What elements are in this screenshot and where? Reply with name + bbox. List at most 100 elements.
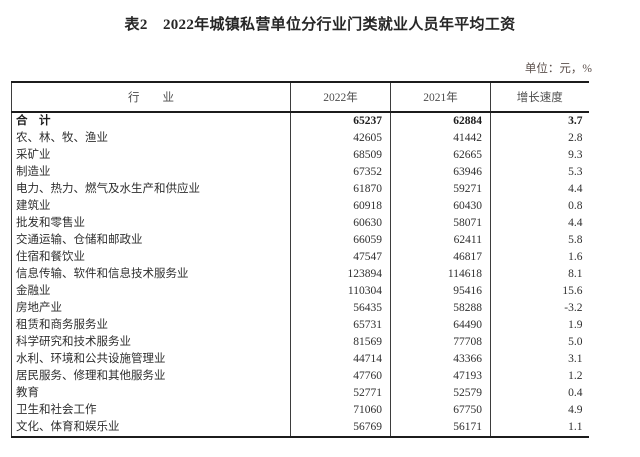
growth-cell: 1.9 xyxy=(568,319,583,331)
value-2021-cell: 67750 xyxy=(390,402,491,419)
unit-note: 单位：元，% xyxy=(524,63,592,75)
table-row: 卫生和社会工作 71060 67750 4.9 xyxy=(11,402,589,419)
table-row: 住宿和餐饮业 47547 46817 1.6 xyxy=(11,249,589,266)
value-2022-cell: 42605 xyxy=(290,130,391,147)
value-2022-cell: 110304 xyxy=(290,283,391,300)
industry-cell: 采矿业 xyxy=(11,147,291,164)
table-row: 金融业 110304 95416 15.6 xyxy=(11,283,589,300)
value-2021-cell: 62884 xyxy=(390,112,491,130)
table-row: 教育 52771 52579 0.4 xyxy=(11,385,589,402)
value-2022-cell: 52771 xyxy=(290,385,391,402)
col-header-2022: 2022年 xyxy=(290,81,391,113)
value-2022-cell: 61870 xyxy=(290,181,391,198)
growth-cell: 15.6 xyxy=(562,285,583,297)
value-2022-cell: 60630 xyxy=(290,215,391,232)
industry-cell: 制造业 xyxy=(11,164,291,181)
value-2021-cell: 58071 xyxy=(390,215,491,232)
table-row: 居民服务、修理和其他服务业 47760 47193 1.2 xyxy=(11,368,589,385)
growth-cell: 5.0 xyxy=(568,336,583,348)
industry-cell: 合 计 xyxy=(11,112,291,130)
value-2022-cell: 56435 xyxy=(290,300,391,317)
industry-cell: 交通运输、仓储和邮政业 xyxy=(11,232,291,249)
value-2021-cell: 114618 xyxy=(390,266,491,283)
industry-cell: 电力、热力、燃气及水生产和供应业 xyxy=(11,181,291,198)
table-title: 表2 2022年城镇私营单位分行业门类就业人员年平均工资 xyxy=(124,17,516,33)
value-2021-cell: 43366 xyxy=(390,351,491,368)
col-header-2021: 2021年 xyxy=(390,81,491,113)
table-row: 合 计 65237 62884 3.7 xyxy=(11,112,589,130)
value-2022-cell: 66059 xyxy=(290,232,391,249)
value-2022-cell: 60918 xyxy=(290,198,391,215)
value-2021-cell: 46817 xyxy=(390,249,491,266)
value-2022-cell: 56769 xyxy=(290,419,391,438)
growth-cell: 3.7 xyxy=(568,115,583,127)
col-header-growth: 增长速度 xyxy=(490,81,589,113)
growth-cell: 9.3 xyxy=(568,149,583,161)
value-2022-cell: 65237 xyxy=(290,112,391,130)
value-2022-cell: 67352 xyxy=(290,164,391,181)
growth-cell: 0.4 xyxy=(568,387,583,399)
industry-cell: 农、林、牧、渔业 xyxy=(11,130,291,147)
table-row: 水利、环境和公共设施管理业 44714 43366 3.1 xyxy=(11,351,589,368)
industry-cell: 科学研究和技术服务业 xyxy=(11,334,291,351)
value-2021-cell: 60430 xyxy=(390,198,491,215)
value-2021-cell: 52579 xyxy=(390,385,491,402)
industry-cell: 教育 xyxy=(11,385,291,402)
value-2022-cell: 71060 xyxy=(290,402,391,419)
value-2021-cell: 58288 xyxy=(390,300,491,317)
growth-cell: 8.1 xyxy=(568,268,583,280)
growth-cell: 5.3 xyxy=(568,166,583,178)
growth-cell: 4.4 xyxy=(568,217,583,229)
header-row: 行 业 2022年 2021年 增长速度 xyxy=(11,81,589,113)
value-2022-cell: 68509 xyxy=(290,147,391,164)
value-2021-cell: 77708 xyxy=(390,334,491,351)
table-row: 房地产业 56435 58288 -3.2 xyxy=(11,300,589,317)
value-2021-cell: 63946 xyxy=(390,164,491,181)
industry-cell: 水利、环境和公共设施管理业 xyxy=(11,351,291,368)
value-2021-cell: 64490 xyxy=(390,317,491,334)
growth-cell: 0.8 xyxy=(568,200,583,212)
growth-cell: 4.4 xyxy=(568,183,583,195)
industry-cell: 信息传输、软件和信息技术服务业 xyxy=(11,266,291,283)
industry-cell: 居民服务、修理和其他服务业 xyxy=(11,368,291,385)
industry-cell: 卫生和社会工作 xyxy=(11,402,291,419)
value-2021-cell: 47193 xyxy=(390,368,491,385)
table-row: 建筑业 60918 60430 0.8 xyxy=(11,198,589,215)
value-2022-cell: 65731 xyxy=(290,317,391,334)
table-row: 交通运输、仓储和邮政业 66059 62411 5.8 xyxy=(11,232,589,249)
industry-cell: 房地产业 xyxy=(11,300,291,317)
table-row: 电力、热力、燃气及水生产和供应业 61870 59271 4.4 xyxy=(11,181,589,198)
wage-table: 行 业 2022年 2021年 增长速度 合 计 65237 62884 3.7 农、林… xyxy=(11,81,589,438)
industry-cell: 批发和零售业 xyxy=(11,215,291,232)
value-2021-cell: 56171 xyxy=(390,419,491,438)
value-2022-cell: 47760 xyxy=(290,368,391,385)
value-2022-cell: 47547 xyxy=(290,249,391,266)
value-2021-cell: 41442 xyxy=(390,130,491,147)
table-row: 租赁和商务服务业 65731 64490 1.9 xyxy=(11,317,589,334)
value-2022-cell: 44714 xyxy=(290,351,391,368)
value-2021-cell: 59271 xyxy=(390,181,491,198)
table-row: 农、林、牧、渔业 42605 41442 2.8 xyxy=(11,130,589,147)
table-row: 信息传输、软件和信息技术服务业 123894 114618 8.1 xyxy=(11,266,589,283)
growth-cell: 1.6 xyxy=(568,251,583,263)
industry-cell: 文化、体育和娱乐业 xyxy=(11,419,291,438)
table-body: 合 计 65237 62884 3.7 农、林、牧、渔业 42605 41442 2.8 采矿业… xyxy=(11,112,589,438)
growth-cell: 5.8 xyxy=(568,234,583,246)
industry-cell: 金融业 xyxy=(11,283,291,300)
value-2021-cell: 62665 xyxy=(390,147,491,164)
value-2021-cell: 95416 xyxy=(390,283,491,300)
growth-cell: 1.2 xyxy=(568,370,583,382)
growth-cell: 2.8 xyxy=(568,132,583,144)
industry-cell: 住宿和餐饮业 xyxy=(11,249,291,266)
industry-cell: 租赁和商务服务业 xyxy=(11,317,291,334)
industry-cell: 建筑业 xyxy=(11,198,291,215)
table-row: 科学研究和技术服务业 81569 77708 5.0 xyxy=(11,334,589,351)
value-2021-cell: 62411 xyxy=(390,232,491,249)
growth-cell: 4.9 xyxy=(568,404,583,416)
table-row: 文化、体育和娱乐业 56769 56171 1.1 xyxy=(11,419,589,438)
growth-cell: -3.2 xyxy=(564,302,583,314)
growth-cell: 1.1 xyxy=(490,419,589,438)
table-row: 采矿业 68509 62665 9.3 xyxy=(11,147,589,164)
value-2022-cell: 123894 xyxy=(290,266,391,283)
